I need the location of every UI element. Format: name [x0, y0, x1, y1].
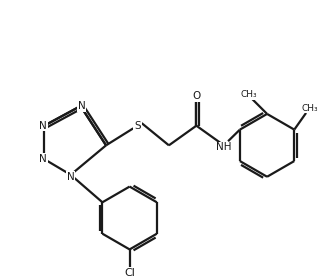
Text: Cl: Cl — [124, 268, 135, 278]
Text: S: S — [134, 121, 141, 131]
Text: N: N — [39, 154, 47, 164]
Text: CH₃: CH₃ — [302, 103, 318, 113]
Text: O: O — [192, 91, 201, 101]
Text: N: N — [39, 121, 47, 131]
Text: CH₃: CH₃ — [240, 90, 257, 99]
Text: N: N — [67, 172, 75, 182]
Text: NH: NH — [216, 142, 232, 152]
Text: N: N — [78, 101, 85, 111]
